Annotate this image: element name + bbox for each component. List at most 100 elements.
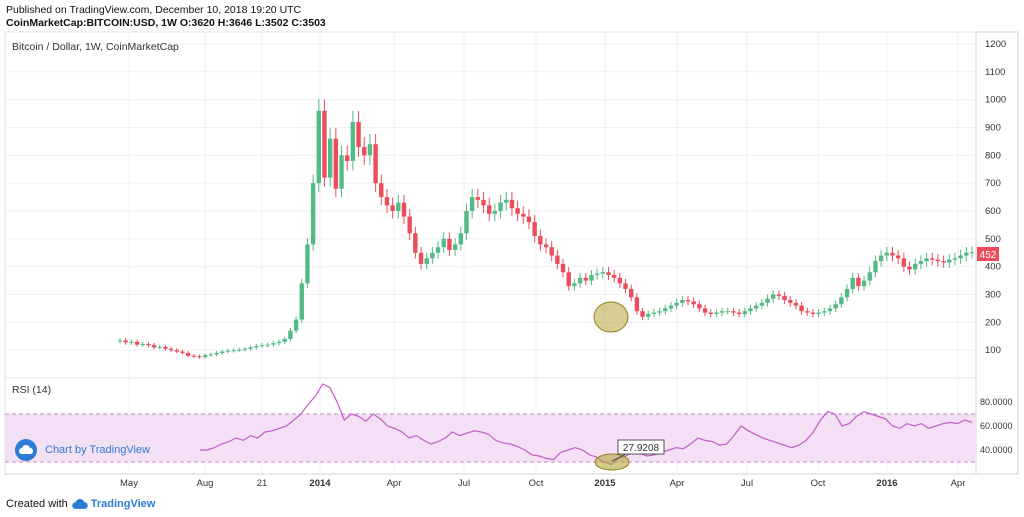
tradingview-logo[interactable]: TradingView xyxy=(72,498,156,510)
rsi-tick-label: 80.0000 xyxy=(980,397,1013,407)
price-tick-label: 500 xyxy=(985,234,1001,245)
candle-body xyxy=(668,305,674,309)
candles xyxy=(117,99,975,359)
time-tick-label: Jul xyxy=(458,478,470,489)
candle-body xyxy=(469,197,475,211)
candle-body xyxy=(316,110,321,184)
candle-body xyxy=(413,233,418,253)
time-tick-label: Apr xyxy=(670,478,685,489)
candle-body xyxy=(765,298,770,303)
candle-body xyxy=(134,341,140,345)
time-tick-label: 2015 xyxy=(594,478,616,489)
candle-body xyxy=(237,349,242,351)
candle-body xyxy=(731,311,736,313)
rsi-pane-title: RSI (14) xyxy=(12,384,51,396)
rsi-line xyxy=(200,383,973,466)
candle-body xyxy=(555,255,560,264)
candle-body xyxy=(748,308,753,312)
candle-body xyxy=(481,199,486,206)
candle-body xyxy=(390,205,395,211)
price-tick-label: 1100 xyxy=(985,67,1005,78)
candle-body xyxy=(430,252,435,259)
candle-body xyxy=(254,345,259,348)
candle-body xyxy=(407,216,412,234)
candle-body xyxy=(498,202,503,211)
candle-body xyxy=(640,311,645,317)
candle-body xyxy=(458,233,463,245)
candle-body xyxy=(702,308,708,313)
candle-body xyxy=(907,266,912,270)
price-tick-label: 400 xyxy=(985,262,1001,273)
candle-body xyxy=(918,261,924,264)
candle-body xyxy=(833,304,838,309)
rsi-band xyxy=(5,414,976,462)
grid xyxy=(5,32,976,474)
candle-body xyxy=(719,311,725,313)
candle-body xyxy=(969,252,975,254)
rsi-tick-label: 60.0000 xyxy=(980,421,1013,431)
candle-body xyxy=(742,311,747,314)
candle-body xyxy=(577,277,583,284)
candle-body xyxy=(572,283,577,287)
candle-body xyxy=(504,199,509,203)
candle-body xyxy=(203,355,208,358)
last-price-tag: 452 xyxy=(977,247,999,261)
candle-body xyxy=(538,236,543,245)
time-tick-label: 2014 xyxy=(309,478,331,489)
candle-body xyxy=(822,311,827,313)
candle-body xyxy=(583,277,588,281)
watermark-text: Chart by TradingView xyxy=(45,444,150,456)
candle-body xyxy=(475,197,481,200)
last-price-label: 452 xyxy=(980,250,997,261)
tradingview-brand-text: TradingView xyxy=(90,498,156,510)
candle-body xyxy=(799,305,804,312)
time-tick-label: May xyxy=(120,478,138,489)
candle-body xyxy=(333,138,339,189)
candle-body xyxy=(646,313,651,317)
cloud-icon xyxy=(15,439,37,461)
candle-body xyxy=(623,283,628,289)
candle-body xyxy=(146,344,151,346)
price-tick-label: 1000 xyxy=(985,95,1006,106)
symbol-ohlc-line: CoinMarketCap:BITCOIN:USD, 1W O:3620 H:3… xyxy=(6,17,326,29)
candle-body xyxy=(913,263,918,270)
candle-body xyxy=(322,110,327,178)
candle-body xyxy=(327,138,333,178)
candle-body xyxy=(685,300,691,302)
candle-body xyxy=(947,259,952,263)
created-with-text: Created with xyxy=(6,498,68,510)
price-y-ticks: 100 200 300 400 500 600 700 800 900 1000 1100 1200 xyxy=(985,39,1006,356)
price-tick-label: 700 xyxy=(985,178,1001,189)
candle-body xyxy=(526,216,532,223)
candle-body xyxy=(163,346,168,349)
candle-body xyxy=(379,183,384,198)
footer: Created with TradingView xyxy=(6,498,155,510)
candle-body xyxy=(168,348,174,351)
candle-body xyxy=(447,238,452,250)
candle-body xyxy=(117,340,123,342)
candle-body xyxy=(776,294,782,296)
candle-body xyxy=(435,247,441,253)
candle-body xyxy=(867,272,872,281)
candle-body xyxy=(941,261,946,263)
candle-body xyxy=(214,352,219,355)
candle-body xyxy=(492,211,498,214)
candle-body xyxy=(810,312,816,314)
candle-body xyxy=(367,144,373,156)
price-pane-frame xyxy=(4,31,977,379)
time-x-ticks: May Aug 21 2014 Apr Jul Oct 2015 Apr Jul Oct 2016 Ap… xyxy=(120,478,965,489)
rsi-tick-label: 40.0000 xyxy=(980,445,1013,455)
candle-body xyxy=(174,350,179,352)
price-low-highlight xyxy=(593,301,629,333)
candle-body xyxy=(606,272,611,276)
candle-body xyxy=(220,351,225,353)
candle-body xyxy=(793,302,799,306)
price-pane-title: Bitcoin / Dollar, 1W, CoinMarketCap xyxy=(12,41,179,53)
candle-body xyxy=(543,244,549,248)
candle-body xyxy=(441,238,446,248)
candle-body xyxy=(753,305,759,309)
candle-body xyxy=(890,252,895,256)
candle-body xyxy=(850,277,855,289)
candle-body xyxy=(856,277,861,287)
candle-body xyxy=(271,343,276,345)
